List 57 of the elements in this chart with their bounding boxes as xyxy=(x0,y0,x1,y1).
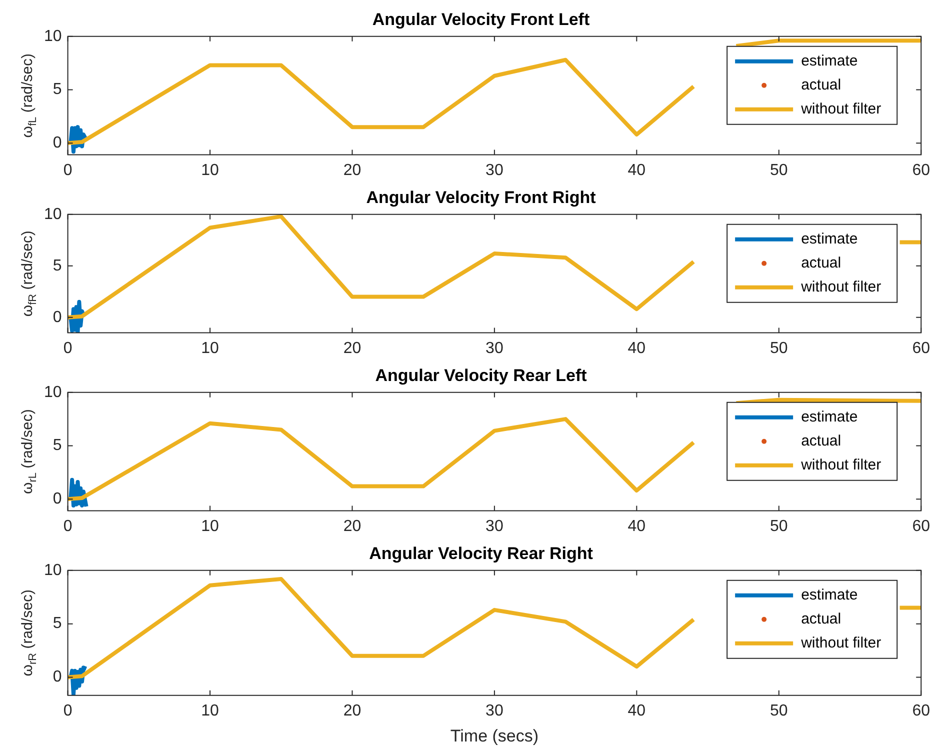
x-tick-label: 40 xyxy=(628,518,646,535)
y-tick-label: 10 xyxy=(44,28,62,45)
y-axis-title: ωfR (rad/sec) xyxy=(19,230,40,317)
x-tick-label: 20 xyxy=(343,340,362,357)
x-tick-label: 10 xyxy=(201,702,220,720)
x-tick-label: 60 xyxy=(912,518,930,535)
x-tick-label: 30 xyxy=(486,702,504,720)
x-tick-label: 10 xyxy=(201,162,220,179)
chart-title: Angular Velocity Front Right xyxy=(366,188,596,207)
y-tick-label: 5 xyxy=(52,615,62,632)
legend-label: without filter xyxy=(800,100,882,118)
legend-label: actual xyxy=(801,76,842,94)
x-tick-label: 40 xyxy=(628,340,646,357)
x-tick-label: 20 xyxy=(343,518,362,535)
legend-label: estimate xyxy=(801,52,858,70)
y-tick-label: 0 xyxy=(52,308,62,326)
y-tick-label: 0 xyxy=(52,668,62,686)
chart-title: Angular Velocity Rear Left xyxy=(375,366,588,385)
x-tick-label: 50 xyxy=(770,518,788,535)
legend-label: actual xyxy=(801,254,842,272)
x-tick-label: 50 xyxy=(770,162,788,179)
y-tick-label: 5 xyxy=(52,257,62,274)
y-tick-label: 5 xyxy=(52,437,62,454)
y-axis-title: ωrR (rad/sec) xyxy=(19,590,40,676)
x-tick-label: 60 xyxy=(912,162,930,179)
y-tick-label: 10 xyxy=(44,384,62,401)
chart-title: Angular Velocity Front Left xyxy=(372,10,590,29)
x-tick-label: 50 xyxy=(770,702,788,720)
x-tick-label: 40 xyxy=(628,162,646,179)
y-axis-title: ωfL (rad/sec) xyxy=(19,53,40,138)
legend-label: without filter xyxy=(800,634,882,652)
legend-label: without filter xyxy=(800,456,882,474)
x-tick-label: 30 xyxy=(486,340,504,357)
x-tick-label: 20 xyxy=(343,702,362,720)
x-tick-label: 10 xyxy=(201,340,220,357)
chart-title: Angular Velocity Rear Right xyxy=(369,544,594,563)
x-tick-label: 60 xyxy=(912,702,930,720)
y-tick-label: 10 xyxy=(44,206,62,223)
y-tick-label: 10 xyxy=(44,562,62,579)
y-axis-title: ωrL (rad/sec) xyxy=(19,409,40,494)
y-tick-label: 5 xyxy=(52,81,62,98)
x-axis-title: Time (secs) xyxy=(450,726,539,746)
x-tick-label: 20 xyxy=(343,162,362,179)
x-tick-label: 40 xyxy=(628,702,646,720)
y-tick-label: 0 xyxy=(52,490,62,508)
x-tick-label: 30 xyxy=(486,162,504,179)
x-tick-label: 60 xyxy=(912,340,930,357)
legend-label: actual xyxy=(801,610,842,628)
legend-label: estimate xyxy=(801,408,858,426)
x-tick-label: 10 xyxy=(201,518,220,535)
x-tick-label: 50 xyxy=(770,340,788,357)
legend-label: estimate xyxy=(801,230,858,248)
y-tick-label: 0 xyxy=(52,134,62,152)
legend-label: actual xyxy=(801,432,842,450)
x-tick-label: 30 xyxy=(486,518,504,535)
legend-label: estimate xyxy=(801,586,858,604)
legend-label: without filter xyxy=(800,278,882,296)
